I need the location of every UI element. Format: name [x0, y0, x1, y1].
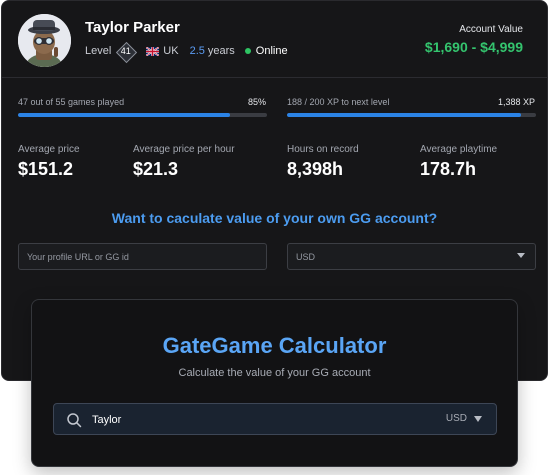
- stat-label-average-playtime: Average playtime: [420, 144, 498, 155]
- stat-label-price-per-hour: Average price per hour: [133, 144, 235, 155]
- profile-meta: Level 41 UK 2.5 years Online: [85, 41, 288, 61]
- xp-progress-fill: [287, 113, 522, 117]
- xp-label: 188 / 200 XP to next level: [287, 97, 390, 107]
- avatar-character-icon: [18, 14, 71, 67]
- stat-value-price-per-hour: $21.3: [133, 159, 179, 179]
- stat-label-hours-on-record: Hours on record: [287, 144, 359, 155]
- xp-progress-bar: [287, 113, 536, 117]
- stat-value-average-price: $151.2: [18, 159, 74, 179]
- account-value-label: Account Value: [459, 24, 523, 35]
- status-text: Online: [255, 45, 288, 57]
- level-label: Level: [85, 45, 112, 57]
- account-value: $1,690 - $4,999: [424, 39, 523, 55]
- search-icon: [67, 413, 82, 428]
- calculator-title: GateGame Calculator: [162, 333, 387, 358]
- chevron-down-icon: [474, 415, 482, 422]
- games-progress-bar: [18, 113, 267, 117]
- profile-header: Taylor Parker Level 41 UK 2.5 years Onli…: [2, 1, 547, 78]
- calculator-search-box[interactable]: USD: [53, 403, 497, 435]
- level-diamond-icon: 41: [117, 43, 134, 60]
- profile-url-input[interactable]: Your profile URL or GG id: [18, 243, 267, 270]
- calculator-subtitle: Calculate the value of your GG account: [178, 367, 371, 379]
- currency-select[interactable]: USD: [287, 243, 536, 270]
- stat-label-average-price: Average price: [18, 144, 80, 155]
- years-unit: years: [207, 45, 235, 57]
- calculator-currency-dropdown[interactable]: USD: [446, 413, 482, 424]
- online-status-dot-icon: [244, 48, 251, 54]
- profile-url-placeholder: Your profile URL or GG id: [27, 251, 129, 262]
- games-progress-fill: [18, 113, 230, 117]
- level-number: 41: [120, 45, 131, 56]
- xp-total: 1,388 XP: [497, 97, 535, 107]
- calculator-card: GateGame Calculator Calculate the value …: [31, 299, 518, 467]
- uk-flag-icon: [146, 46, 160, 56]
- games-played-percent: 85%: [247, 97, 266, 107]
- avatar: [18, 14, 71, 67]
- years-value: 2.5: [189, 45, 205, 57]
- country-code: UK: [163, 45, 179, 57]
- currency-select-value: USD: [296, 251, 316, 262]
- stat-value-hours-on-record: 8,398h: [287, 159, 344, 179]
- chevron-down-icon: [517, 253, 525, 258]
- cta-heading: Want to caculate value of your own GG ac…: [111, 210, 438, 226]
- calculator-search-input[interactable]: [92, 410, 392, 430]
- calculator-currency-value: USD: [445, 413, 467, 424]
- profile-name: Taylor Parker: [85, 19, 180, 36]
- games-played-label: 47 out of 55 games played: [18, 97, 125, 107]
- stat-value-average-playtime: 178.7h: [420, 159, 477, 179]
